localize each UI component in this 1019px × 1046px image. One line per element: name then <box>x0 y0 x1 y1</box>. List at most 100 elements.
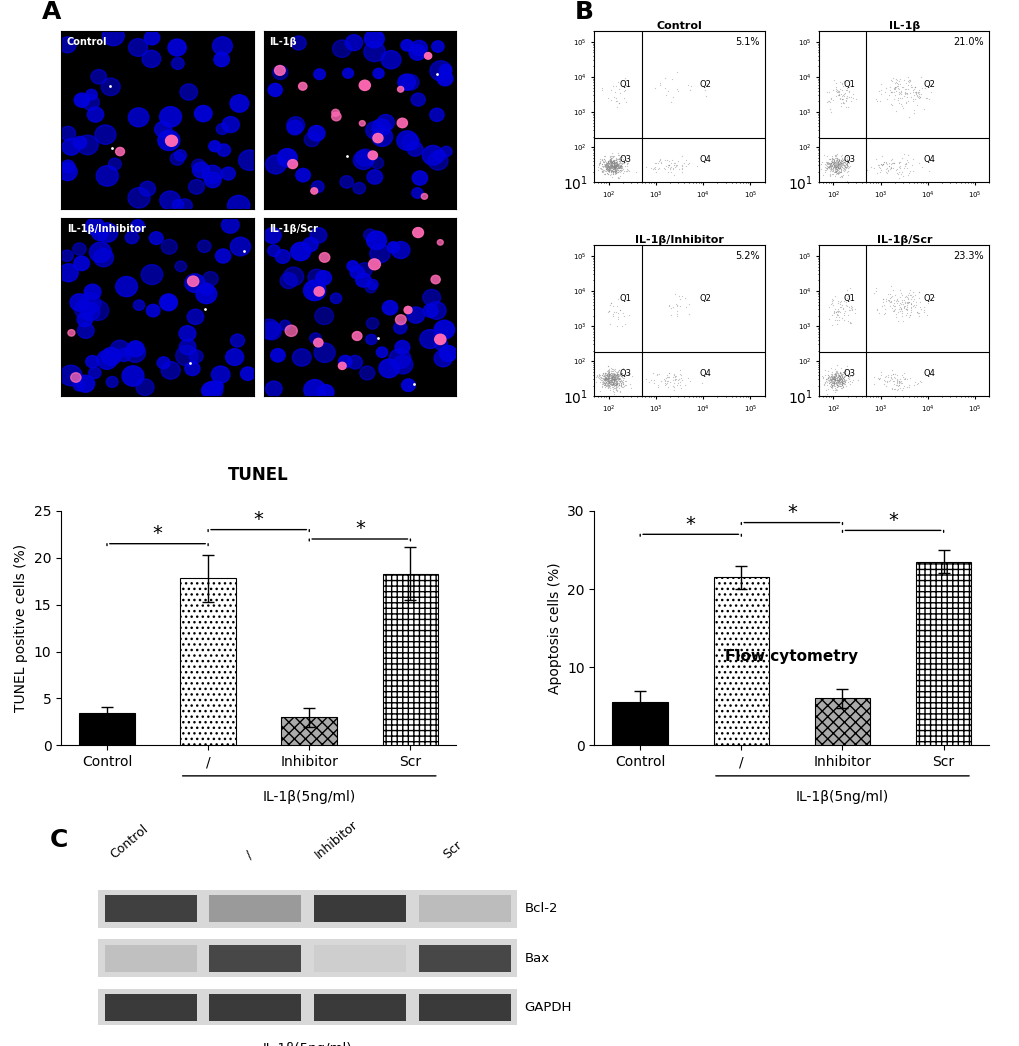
Point <box>826 378 843 394</box>
Point <box>590 155 606 172</box>
Point <box>828 378 845 394</box>
Point <box>605 377 622 393</box>
Point <box>890 304 906 321</box>
Point <box>823 165 840 182</box>
Point <box>604 368 621 385</box>
Point <box>823 82 840 98</box>
Point <box>873 156 890 173</box>
Point <box>649 155 665 172</box>
Point <box>667 377 684 393</box>
Point <box>840 313 856 329</box>
Point <box>821 104 838 120</box>
Point <box>906 90 922 107</box>
Point <box>614 373 631 390</box>
Point <box>584 158 600 175</box>
Point <box>899 166 915 183</box>
Point <box>610 152 627 168</box>
Point <box>903 157 919 174</box>
Point <box>891 296 907 313</box>
Point <box>607 154 624 170</box>
Point <box>904 293 920 310</box>
Text: IL-1β(5ng/ml): IL-1β(5ng/ml) <box>262 790 356 804</box>
Point <box>832 367 848 384</box>
Point <box>607 162 624 179</box>
Point <box>824 370 841 387</box>
Circle shape <box>265 155 285 174</box>
Point <box>820 93 837 110</box>
Point <box>833 155 849 172</box>
Point <box>605 153 622 169</box>
Point <box>655 159 672 176</box>
Point <box>879 286 896 302</box>
Point <box>828 377 845 393</box>
Point <box>604 370 621 387</box>
Point <box>605 371 622 388</box>
Point <box>824 292 841 309</box>
Point <box>829 373 846 390</box>
Circle shape <box>286 117 305 133</box>
Point <box>828 161 845 178</box>
Point <box>597 369 613 386</box>
Point <box>827 155 844 172</box>
Point <box>615 154 632 170</box>
Circle shape <box>394 340 410 354</box>
Point <box>842 298 858 315</box>
Point <box>601 161 618 178</box>
Point <box>597 367 613 384</box>
Point <box>893 163 909 180</box>
Point <box>604 163 621 180</box>
Point <box>910 87 926 104</box>
Point <box>605 156 622 173</box>
Bar <box>382 573 438 746</box>
Point <box>826 159 843 176</box>
Point <box>598 370 614 387</box>
Point <box>608 379 625 395</box>
Circle shape <box>437 240 443 245</box>
Point <box>835 158 851 175</box>
Point <box>606 369 623 386</box>
Point <box>607 378 624 394</box>
Point <box>612 367 629 384</box>
Point <box>827 152 844 168</box>
Point <box>591 366 607 383</box>
Point <box>830 366 847 383</box>
Point <box>836 86 852 103</box>
Point <box>588 368 604 385</box>
Point <box>890 73 906 90</box>
Point <box>607 154 624 170</box>
Circle shape <box>316 271 331 286</box>
Point <box>825 365 842 382</box>
Point <box>596 370 612 387</box>
Point <box>819 155 836 172</box>
Bar <box>915 562 970 746</box>
Point <box>825 371 842 388</box>
Point <box>820 84 837 100</box>
Circle shape <box>365 282 376 293</box>
Circle shape <box>189 180 204 195</box>
Point <box>822 369 839 386</box>
Point <box>910 308 926 324</box>
Point <box>821 365 838 382</box>
Point <box>902 370 918 387</box>
Point <box>666 371 683 388</box>
Point <box>837 93 853 110</box>
Circle shape <box>314 343 335 362</box>
Point <box>605 160 622 177</box>
Point <box>830 156 847 173</box>
Point <box>603 369 620 386</box>
Point <box>834 377 850 393</box>
Point <box>839 160 855 177</box>
Point <box>599 158 615 175</box>
Circle shape <box>373 68 384 78</box>
Point <box>598 367 614 384</box>
Point <box>825 370 842 387</box>
Point <box>607 152 624 168</box>
Point <box>830 159 847 176</box>
Point <box>611 164 628 181</box>
Point <box>910 84 926 100</box>
Point <box>883 366 900 383</box>
Point <box>618 162 634 179</box>
Point <box>896 86 912 103</box>
Point <box>593 372 609 389</box>
Point <box>824 369 841 386</box>
